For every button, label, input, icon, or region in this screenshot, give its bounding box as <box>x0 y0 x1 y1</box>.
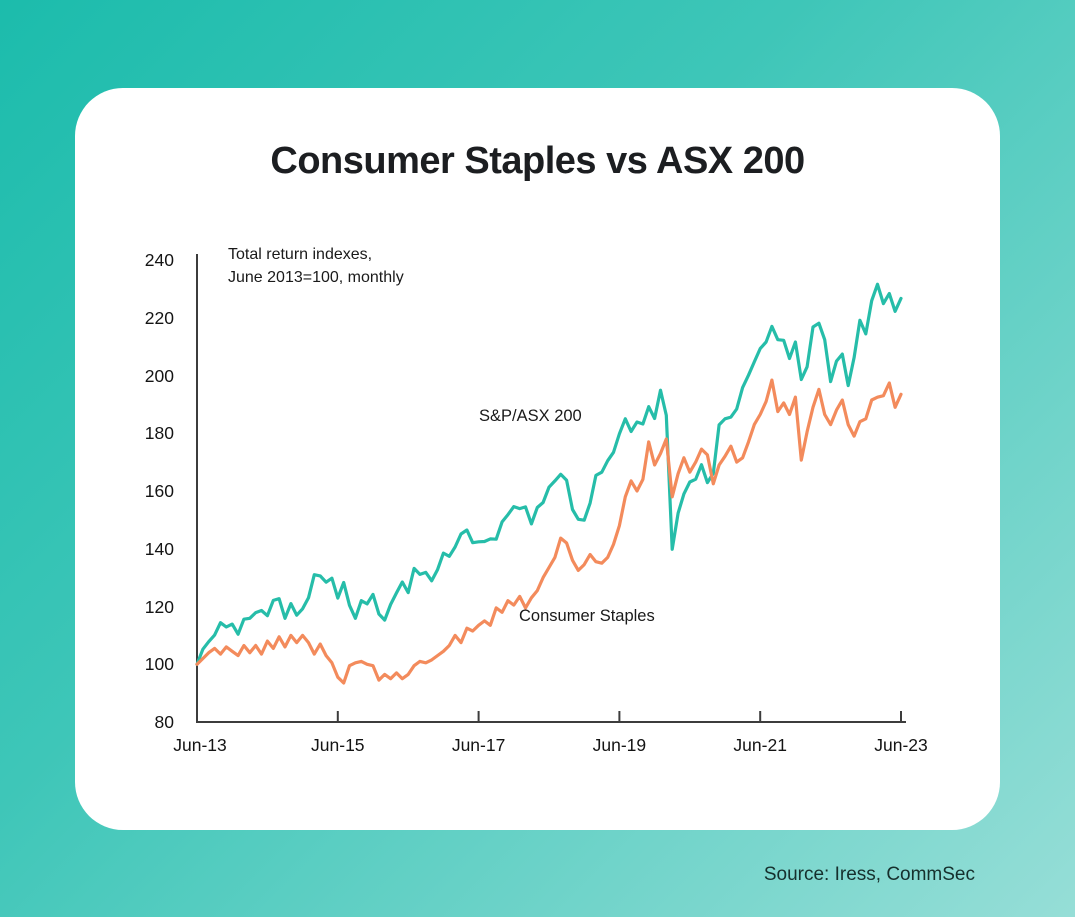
y-axis-tick-label: 160 <box>144 481 174 501</box>
chart-series-lines <box>195 282 903 685</box>
y-axis-tick-label: 220 <box>144 307 174 328</box>
annotation-line-2: June 2013=100, monthly <box>228 269 404 286</box>
y-axis-tick-label: 80 <box>154 712 174 732</box>
series-label-consumer-staples: Consumer Staples <box>519 607 655 625</box>
x-axis-tick-label: Jun-13 <box>173 735 227 755</box>
x-axis-tick-label: Jun-21 <box>733 735 787 755</box>
x-axis-tick-label: Jun-17 <box>451 735 506 755</box>
y-axis-tick-label: 140 <box>144 538 174 559</box>
axis-line <box>196 254 906 723</box>
series-line-sp-asx-200 <box>195 282 903 666</box>
x-axis-tick-label: Jun-23 <box>874 735 928 755</box>
x-axis-tick-label: Jun-15 <box>311 735 365 755</box>
source-note: Source: Iress, CommSec <box>763 864 975 885</box>
chart-card <box>75 88 1000 830</box>
y-axis-tick-label: 200 <box>144 365 174 386</box>
x-axis-tick-label: Jun-19 <box>592 735 647 755</box>
series-label-sp-asx-200: S&P/ASX 200 <box>479 407 582 425</box>
y-axis-tick-label: 120 <box>144 596 174 617</box>
y-axis-tick-label: 180 <box>144 423 174 444</box>
chart-annotation: Total return indexes, June 2013=100, mon… <box>228 243 404 289</box>
annotation-line-1: Total return indexes, <box>228 246 373 263</box>
y-axis-tick-label: 240 <box>144 250 174 270</box>
chart-title: Consumer Staples vs ASX 200 <box>270 140 805 182</box>
series-line-consumer-staples <box>195 378 903 685</box>
chart-axes <box>196 254 906 723</box>
y-axis-tick-label: 100 <box>144 654 174 675</box>
